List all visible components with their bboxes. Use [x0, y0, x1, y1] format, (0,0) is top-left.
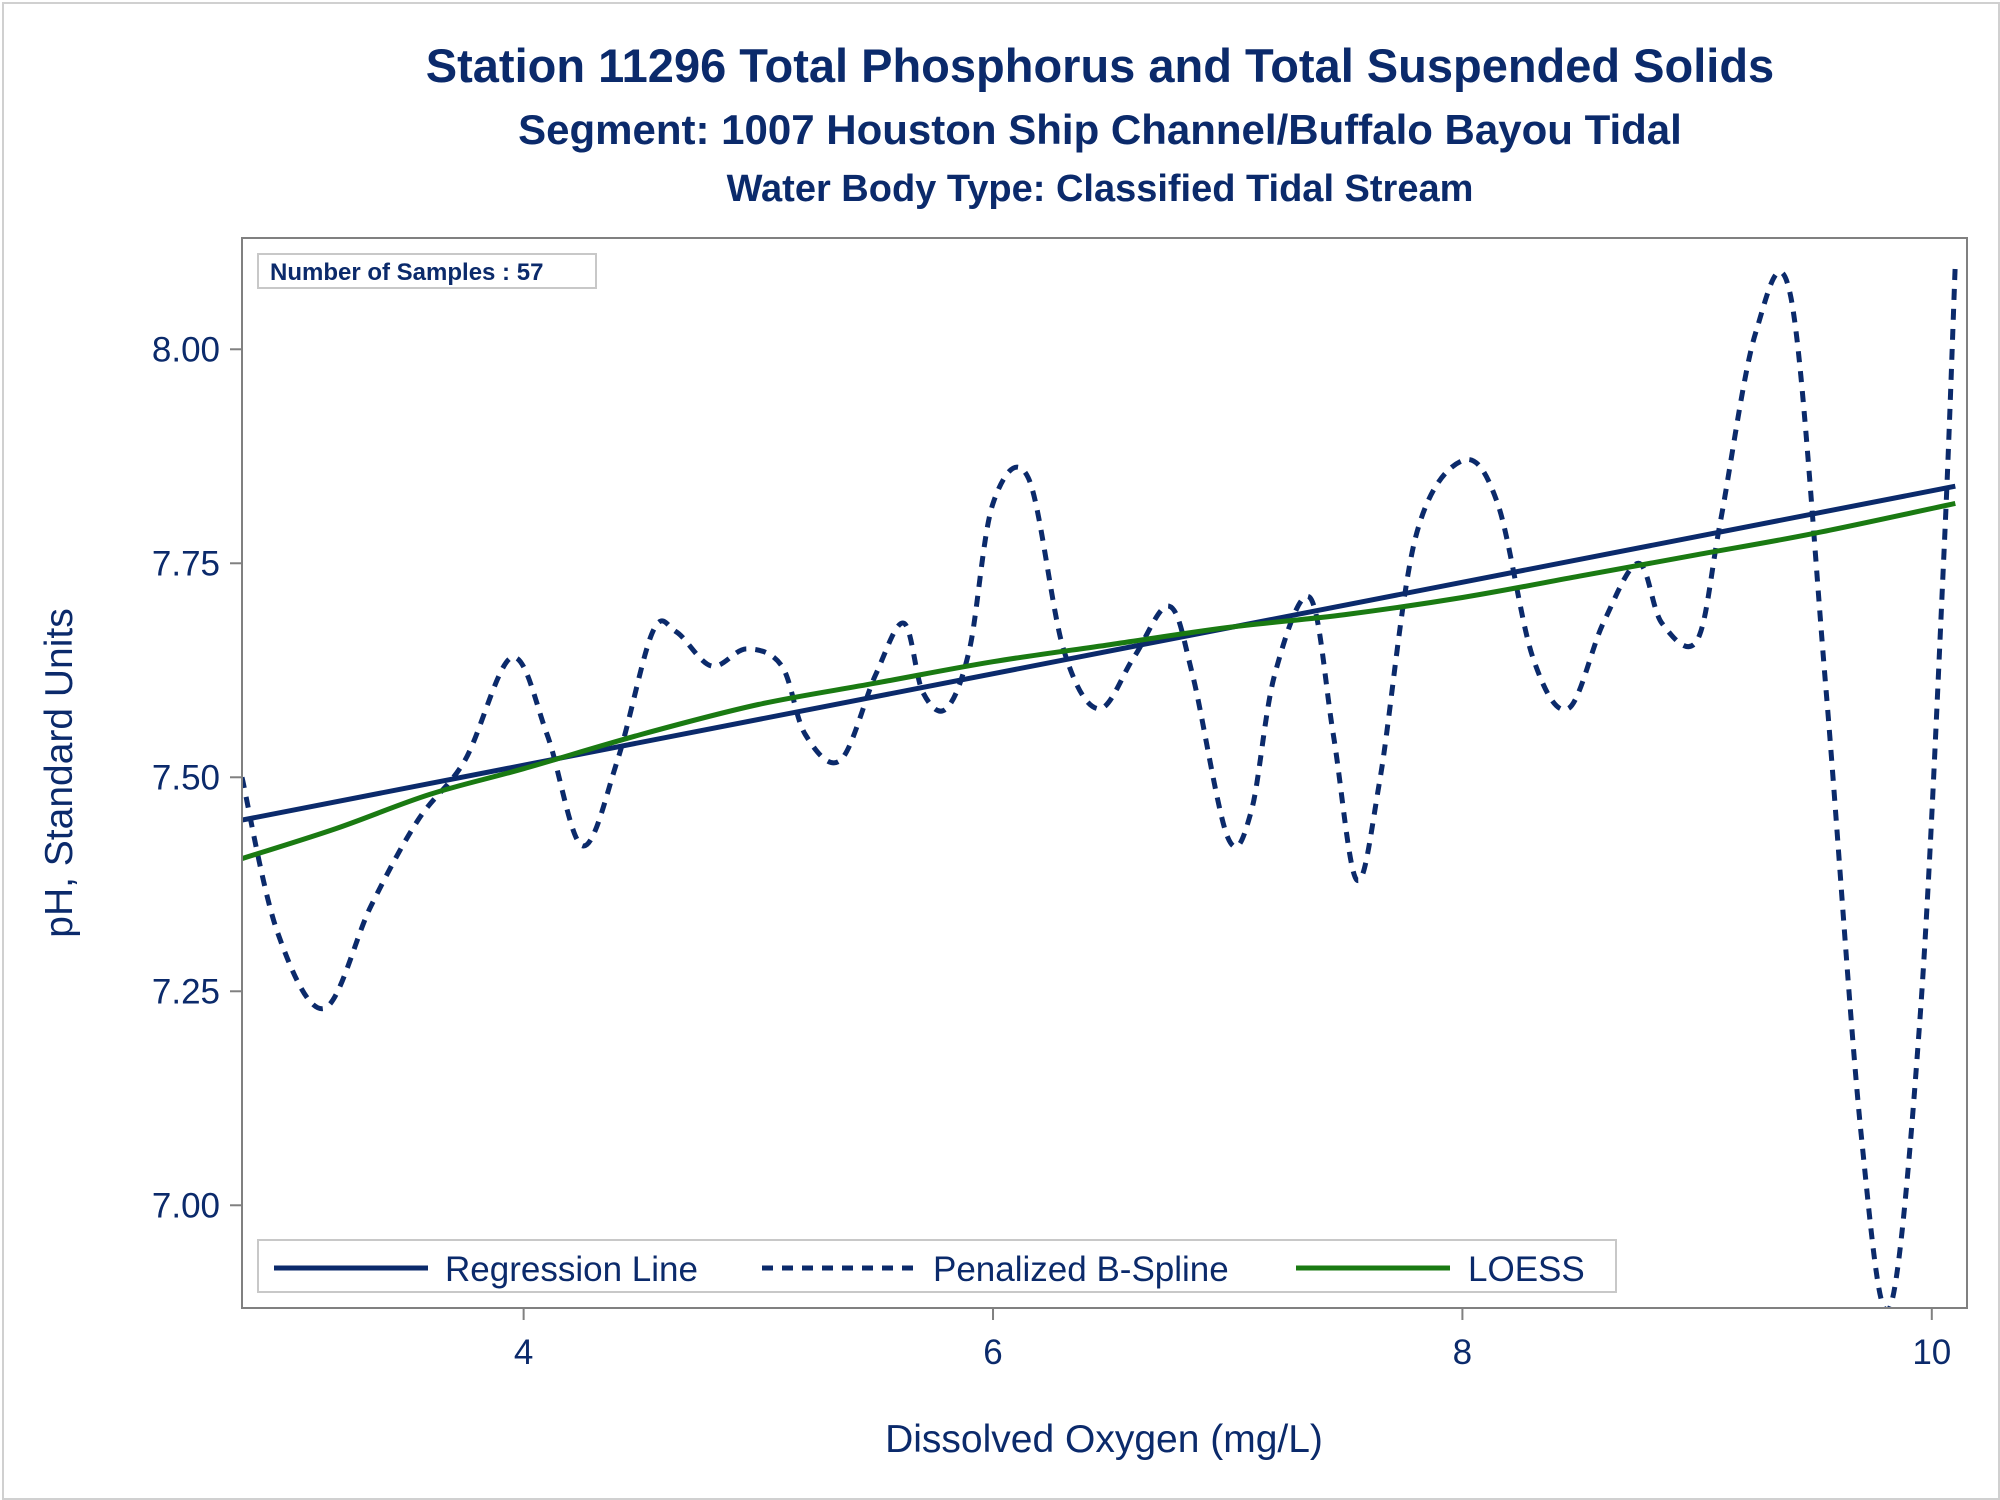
sample-count-inset: Number of Samples : 57 — [257, 253, 597, 289]
inset-box — [257, 253, 597, 289]
legend-label-spline: Penalized B-Spline — [933, 1250, 1229, 1289]
x-tick-label: 4 — [514, 1333, 533, 1372]
chart-title: Station 11296 Total Phosphorus and Total… — [425, 39, 1775, 92]
y-tick-label: 7.00 — [152, 1186, 220, 1225]
y-tick-label: 7.25 — [152, 972, 220, 1011]
x-tick-label: 6 — [983, 1333, 1002, 1372]
plot-layer — [242, 263, 1958, 1308]
plot-area-border — [241, 237, 1968, 1309]
series-regression-line — [242, 483, 1956, 823]
y-axis-label: pH, Standard Units — [38, 608, 81, 938]
y-tick-label: 7.50 — [152, 758, 220, 797]
inset-text: Number of Samples : 57 — [270, 259, 543, 286]
series-loess — [242, 500, 1956, 861]
x-tick-label: 8 — [1453, 1333, 1472, 1372]
y-tick-label: 7.75 — [152, 544, 220, 583]
chart-subtitle-segment: Segment: 1007 Houston Ship Channel/Buffa… — [518, 106, 1682, 153]
legend-label-regression: Regression Line — [445, 1250, 698, 1289]
series-penalized-b-spline — [242, 263, 1958, 1308]
legend-label-loess: LOESS — [1468, 1250, 1585, 1289]
y-tick-label: 8.00 — [152, 330, 220, 369]
x-axis-label: Dissolved Oxygen (mg/L) — [885, 1418, 1323, 1461]
x-tick-label: 10 — [1912, 1333, 1951, 1372]
axes-layer: 4 6 8 10 7.00 7.25 7.50 7.75 8.00 — [152, 330, 1951, 1372]
legend: Regression Line Penalized B-Spline LOESS — [257, 1239, 1617, 1293]
chart-subtitle-waterbody: Water Body Type: Classified Tidal Stream — [726, 168, 1474, 210]
